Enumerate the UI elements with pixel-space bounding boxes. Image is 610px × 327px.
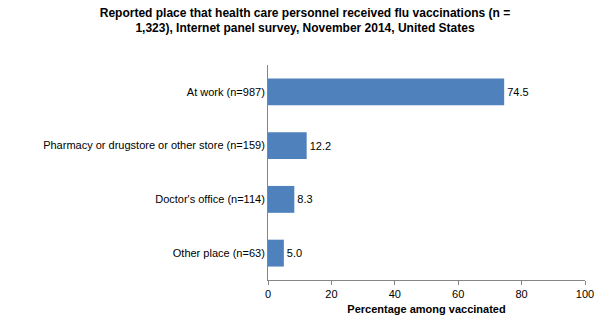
- svg-text:60: 60: [452, 288, 464, 300]
- svg-text:20: 20: [325, 288, 337, 300]
- svg-text:0: 0: [265, 288, 271, 300]
- svg-text:Pharmacy or drugstore or other: Pharmacy or drugstore or other store (n=…: [43, 139, 265, 151]
- svg-text:At work (n=987): At work (n=987): [187, 86, 265, 98]
- svg-text:5.0: 5.0: [287, 247, 302, 259]
- svg-text:74.5: 74.5: [507, 86, 528, 98]
- svg-text:Reported place that health car: Reported place that health care personne…: [100, 6, 510, 36]
- svg-text:100: 100: [576, 288, 594, 300]
- svg-text:8.3: 8.3: [297, 193, 312, 205]
- svg-text:Other place (n=63): Other place (n=63): [173, 247, 265, 259]
- svg-text:12.2: 12.2: [310, 140, 331, 152]
- svg-text:80: 80: [515, 288, 527, 300]
- svg-text:Doctor's office (n=114): Doctor's office (n=114): [155, 193, 265, 205]
- svg-text:Percentage among vaccinated: Percentage among vaccinated: [347, 303, 505, 315]
- svg-text:40: 40: [389, 288, 401, 300]
